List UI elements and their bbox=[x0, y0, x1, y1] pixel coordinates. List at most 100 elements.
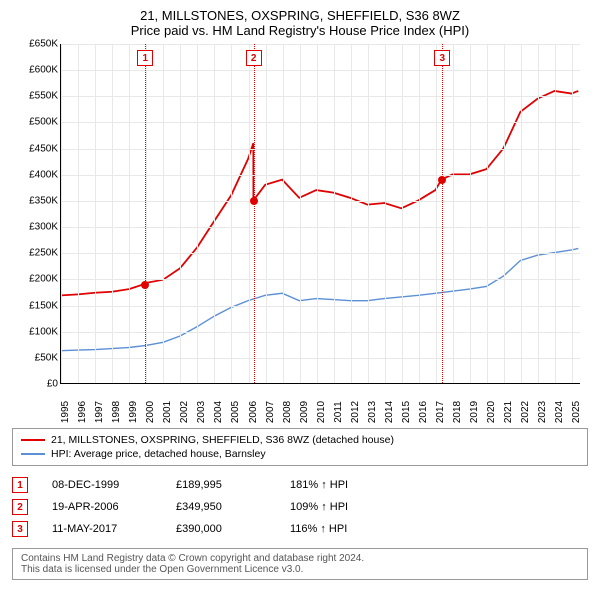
event-price: £189,995 bbox=[176, 479, 266, 491]
x-tick-label: 2023 bbox=[537, 401, 548, 423]
gridline-vertical bbox=[95, 44, 96, 383]
gridline-vertical bbox=[572, 44, 573, 383]
gridline-vertical bbox=[521, 44, 522, 383]
gridline-vertical bbox=[129, 44, 130, 383]
y-axis-labels: £0£50K£100K£150K£200K£250K£300K£350K£400… bbox=[12, 44, 60, 384]
x-tick-label: 1998 bbox=[111, 401, 122, 423]
x-tick-label: 1996 bbox=[77, 401, 88, 423]
event-marker-line bbox=[442, 44, 443, 383]
gridline-vertical bbox=[231, 44, 232, 383]
x-tick-label: 2011 bbox=[333, 401, 344, 423]
gridline-horizontal bbox=[61, 201, 580, 202]
attribution-footer: Contains HM Land Registry data © Crown c… bbox=[12, 548, 588, 580]
event-table-row: 2 19-APR-2006 £349,950 109% ↑ HPI bbox=[12, 496, 588, 518]
chart-area: £0£50K£100K£150K£200K£250K£300K£350K£400… bbox=[12, 44, 588, 424]
y-tick-label: £600K bbox=[29, 65, 58, 76]
event-pct-vs-hpi: 109% ↑ HPI bbox=[290, 501, 400, 513]
footer-line2: This data is licensed under the Open Gov… bbox=[21, 564, 579, 575]
event-marker-line bbox=[254, 44, 255, 383]
gridline-vertical bbox=[283, 44, 284, 383]
event-marker-dot bbox=[250, 197, 258, 205]
legend-swatch bbox=[21, 453, 45, 455]
gridline-vertical bbox=[538, 44, 539, 383]
event-marker-box: 1 bbox=[137, 50, 153, 66]
legend-item: 21, MILLSTONES, OXSPRING, SHEFFIELD, S36… bbox=[21, 433, 579, 447]
event-table-row: 3 11-MAY-2017 £390,000 116% ↑ HPI bbox=[12, 518, 588, 540]
gridline-vertical bbox=[351, 44, 352, 383]
x-tick-label: 2002 bbox=[179, 401, 190, 423]
legend-box: 21, MILLSTONES, OXSPRING, SHEFFIELD, S36… bbox=[12, 428, 588, 466]
event-number-box: 2 bbox=[12, 499, 28, 515]
y-tick-label: £100K bbox=[29, 326, 58, 337]
x-tick-label: 2003 bbox=[196, 401, 207, 423]
x-tick-label: 2009 bbox=[299, 401, 310, 423]
gridline-horizontal bbox=[61, 122, 580, 123]
event-date: 08-DEC-1999 bbox=[52, 479, 152, 491]
x-tick-label: 2008 bbox=[282, 401, 293, 423]
x-tick-label: 2018 bbox=[452, 401, 463, 423]
y-tick-label: £300K bbox=[29, 222, 58, 233]
gridline-vertical bbox=[163, 44, 164, 383]
x-tick-label: 2024 bbox=[554, 401, 565, 423]
event-price: £349,950 bbox=[176, 501, 266, 513]
chart-title-subtitle: Price paid vs. HM Land Registry's House … bbox=[12, 23, 588, 38]
event-number-box: 1 bbox=[12, 477, 28, 493]
y-tick-label: £450K bbox=[29, 143, 58, 154]
gridline-horizontal bbox=[61, 96, 580, 97]
event-date: 19-APR-2006 bbox=[52, 501, 152, 513]
x-tick-label: 2014 bbox=[384, 401, 395, 423]
x-tick-label: 2001 bbox=[162, 401, 173, 423]
gridline-horizontal bbox=[61, 44, 580, 45]
x-tick-label: 2020 bbox=[486, 401, 497, 423]
x-tick-label: 1999 bbox=[128, 401, 139, 423]
gridline-horizontal bbox=[61, 70, 580, 71]
gridline-horizontal bbox=[61, 332, 580, 333]
chart-title-address: 21, MILLSTONES, OXSPRING, SHEFFIELD, S36… bbox=[12, 8, 588, 23]
chart-title-block: 21, MILLSTONES, OXSPRING, SHEFFIELD, S36… bbox=[12, 8, 588, 38]
x-tick-label: 2021 bbox=[503, 401, 514, 423]
event-date: 11-MAY-2017 bbox=[52, 523, 152, 535]
x-tick-label: 2006 bbox=[248, 401, 259, 423]
gridline-vertical bbox=[385, 44, 386, 383]
gridline-vertical bbox=[146, 44, 147, 383]
event-price: £390,000 bbox=[176, 523, 266, 535]
gridline-vertical bbox=[368, 44, 369, 383]
gridline-vertical bbox=[402, 44, 403, 383]
event-pct-vs-hpi: 116% ↑ HPI bbox=[290, 523, 400, 535]
y-tick-label: £400K bbox=[29, 169, 58, 180]
gridline-horizontal bbox=[61, 149, 580, 150]
events-table: 1 08-DEC-1999 £189,995 181% ↑ HPI 2 19-APR-20… bbox=[12, 474, 588, 540]
event-number-box: 3 bbox=[12, 521, 28, 537]
x-tick-label: 2000 bbox=[145, 401, 156, 423]
gridline-vertical bbox=[470, 44, 471, 383]
gridline-vertical bbox=[436, 44, 437, 383]
event-marker-box: 3 bbox=[434, 50, 450, 66]
gridline-vertical bbox=[78, 44, 79, 383]
y-tick-label: £350K bbox=[29, 195, 58, 206]
gridline-horizontal bbox=[61, 227, 580, 228]
gridline-vertical bbox=[419, 44, 420, 383]
gridline-vertical bbox=[197, 44, 198, 383]
y-tick-label: £150K bbox=[29, 300, 58, 311]
x-tick-label: 2022 bbox=[520, 401, 531, 423]
gridline-horizontal bbox=[61, 253, 580, 254]
gridline-horizontal bbox=[61, 279, 580, 280]
event-pct-vs-hpi: 181% ↑ HPI bbox=[290, 479, 400, 491]
gridline-vertical bbox=[180, 44, 181, 383]
gridline-vertical bbox=[249, 44, 250, 383]
x-tick-label: 2016 bbox=[418, 401, 429, 423]
x-tick-label: 2013 bbox=[367, 401, 378, 423]
x-tick-label: 2012 bbox=[350, 401, 361, 423]
gridline-vertical bbox=[487, 44, 488, 383]
x-tick-label: 2015 bbox=[401, 401, 412, 423]
gridline-vertical bbox=[504, 44, 505, 383]
event-marker-line bbox=[145, 44, 146, 383]
event-marker-dot bbox=[438, 176, 446, 184]
gridline-vertical bbox=[266, 44, 267, 383]
legend-swatch bbox=[21, 439, 45, 441]
event-marker-box: 2 bbox=[246, 50, 262, 66]
gridline-vertical bbox=[61, 44, 62, 383]
footer-line1: Contains HM Land Registry data © Crown c… bbox=[21, 553, 579, 564]
legend-label: 21, MILLSTONES, OXSPRING, SHEFFIELD, S36… bbox=[51, 434, 394, 446]
legend-item: HPI: Average price, detached house, Barn… bbox=[21, 447, 579, 461]
